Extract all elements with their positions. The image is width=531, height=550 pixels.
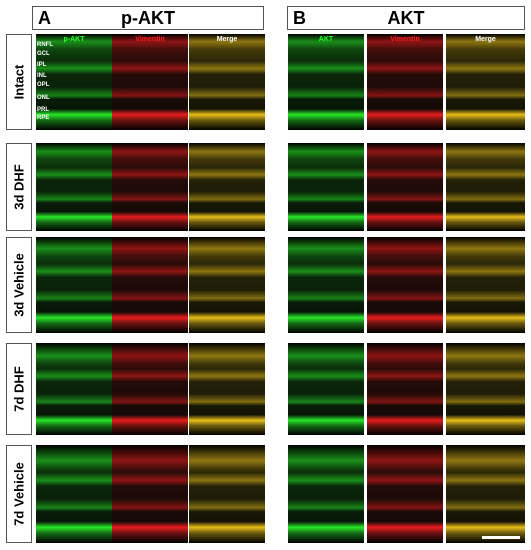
micrograph-pakt-merge-row5 xyxy=(189,445,265,543)
group-b-title: AKT xyxy=(387,8,425,28)
column-label-merge-1: Merge xyxy=(475,36,496,43)
micrograph-pakt-merge-row4 xyxy=(189,343,265,435)
micrograph-pakt-green-row3 xyxy=(36,237,112,333)
group-a-letter: A xyxy=(38,8,51,28)
micrograph-pakt-green-row4 xyxy=(36,343,112,435)
layer-label-ipl: IPL xyxy=(37,62,47,68)
group-a-title: p-AKT xyxy=(121,8,175,28)
micrograph-akt-red-row4 xyxy=(367,343,443,435)
row-label-7d-dhf: 7d DHF xyxy=(6,343,32,435)
micrograph-pakt-red-row3 xyxy=(112,237,188,333)
micrograph-pakt-red-row4 xyxy=(112,343,188,435)
micrograph-akt-green-row2 xyxy=(288,143,364,231)
micrograph-akt-merge-row3 xyxy=(446,237,525,333)
micrograph-akt-green-row1: AKT xyxy=(288,34,364,130)
micrograph-akt-red-row3 xyxy=(367,237,443,333)
row-label-3d-dhf: 3d DHF xyxy=(6,143,32,231)
row-label-3d-vehicle: 3d Vehicle xyxy=(6,237,32,333)
layer-label-inl: INL xyxy=(37,73,47,79)
micrograph-akt-green-row5 xyxy=(288,445,364,543)
group-b-letter: B xyxy=(293,8,306,28)
micrograph-akt-red-row5 xyxy=(367,445,443,543)
micrograph-akt-red-row2 xyxy=(367,143,443,231)
group-a-header: A p-AKT xyxy=(32,6,264,30)
micrograph-pakt-red-row1: Vimentin xyxy=(112,34,188,130)
scale-bar xyxy=(482,536,520,539)
row-label-7d-vehicle: 7d Vehicle xyxy=(6,445,32,543)
micrograph-pakt-red-row5 xyxy=(112,445,188,543)
micrograph-akt-red-row1: Vimentin xyxy=(367,34,443,130)
column-label-merge-0: Merge xyxy=(216,36,238,43)
micrograph-pakt-merge-row3 xyxy=(189,237,265,333)
layer-label-opl: OPL xyxy=(37,82,50,88)
row-label-intact: Intact xyxy=(6,34,32,130)
micrograph-pakt-green-row5 xyxy=(36,445,112,543)
micrograph-akt-green-row3 xyxy=(288,237,364,333)
layer-label-rnfl: RNFL xyxy=(37,42,53,48)
layer-label-onl: ONL xyxy=(37,95,50,101)
group-b-header: B AKT xyxy=(287,6,525,30)
micrograph-pakt-merge-row2 xyxy=(189,143,265,231)
column-label-red-0: Vimentin xyxy=(135,36,165,43)
column-label-green-0: p-AKT xyxy=(63,36,85,43)
micrograph-akt-merge-row2 xyxy=(446,143,525,231)
micrograph-akt-merge-row4 xyxy=(446,343,525,435)
micrograph-pakt-green-row1: p-AKT xyxy=(36,34,112,130)
micrograph-pakt-green-row2 xyxy=(36,143,112,231)
layer-label-rpe: RPE xyxy=(37,115,50,121)
micrograph-pakt-red-row2 xyxy=(112,143,188,231)
column-label-red-1: Vimentin xyxy=(390,36,420,43)
micrograph-akt-merge-row1: Merge xyxy=(446,34,525,130)
micrograph-akt-green-row4 xyxy=(288,343,364,435)
layer-label-gcl: GCL xyxy=(37,51,50,57)
micrograph-akt-merge-row5 xyxy=(446,445,525,543)
micrograph-pakt-merge-row1: Merge xyxy=(189,34,265,130)
layer-label-prl: PRL xyxy=(37,107,49,113)
column-label-green-1: AKT xyxy=(318,36,334,43)
